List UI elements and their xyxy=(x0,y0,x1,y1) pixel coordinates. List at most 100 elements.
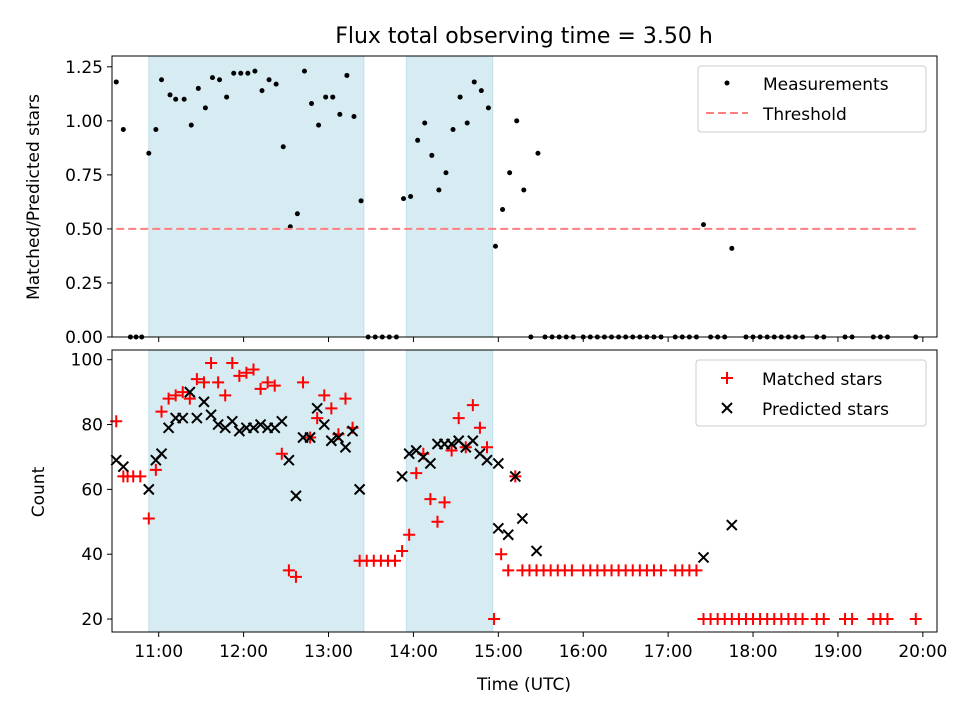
matched-star-point xyxy=(389,554,402,567)
predicted-star-point xyxy=(530,545,543,557)
y-tick-label: 1.00 xyxy=(65,112,103,132)
matched-star-point xyxy=(197,376,210,389)
axes-frame xyxy=(111,55,938,338)
matched-star-point xyxy=(438,496,451,509)
matched-star-point xyxy=(297,376,310,389)
matched-star-point xyxy=(219,389,232,402)
matched-star-point xyxy=(424,493,437,506)
measurement-point xyxy=(309,101,315,107)
legend-marker-measurements xyxy=(724,80,730,86)
measurement-point xyxy=(217,77,223,83)
predicted-star-point xyxy=(726,519,738,531)
measurement-point xyxy=(316,122,322,128)
y-tick-label: 0.50 xyxy=(65,220,103,240)
matched-star-point xyxy=(226,356,239,369)
y-axis-label: Count xyxy=(29,466,49,517)
y-axis-ticks: 20 40 60 80 100 xyxy=(71,351,112,630)
x-tick-label: 18:00 xyxy=(729,642,778,662)
measurement-point xyxy=(443,170,449,176)
legend-label-threshold: Threshold xyxy=(762,105,847,125)
y-axis-label: Matched/Predicted stars xyxy=(24,94,44,300)
measurement-point xyxy=(245,70,251,76)
y-tick-label: 0.00 xyxy=(65,328,103,348)
measurement-point xyxy=(153,126,159,132)
matched-star-point xyxy=(190,373,203,386)
measurement-point xyxy=(113,79,119,85)
matched-star-point xyxy=(325,402,338,415)
predicted-star-point xyxy=(283,454,295,466)
measurement-point xyxy=(535,150,541,156)
plot-area xyxy=(110,356,922,626)
observing-interval-shading xyxy=(148,55,494,338)
y-tick-label: 0.25 xyxy=(65,274,103,294)
matched-star-point xyxy=(233,369,246,382)
matched-star-point xyxy=(690,564,703,577)
matched-star-point xyxy=(240,366,253,379)
matched-star-point xyxy=(655,564,668,577)
predicted-star-point xyxy=(304,431,316,444)
measurement-point xyxy=(159,77,165,83)
matched-star-point xyxy=(396,544,409,557)
measurement-point xyxy=(485,105,491,111)
shaded-interval xyxy=(148,349,365,633)
predicted-star-point xyxy=(481,454,493,466)
predicted-star-point xyxy=(403,448,415,460)
matched-star-point xyxy=(473,421,486,434)
predicted-star-point xyxy=(254,418,267,431)
predicted-star-point xyxy=(162,422,175,434)
y-tick-label: 100 xyxy=(71,351,103,371)
measurement-point xyxy=(202,105,208,111)
predicted-star-point xyxy=(276,415,288,428)
matched-star-point xyxy=(282,564,295,577)
x-axis-label: Time (UTC) xyxy=(476,675,571,695)
shaded-interval xyxy=(405,55,494,338)
shaded-interval xyxy=(405,349,494,633)
matched-star-point xyxy=(268,379,281,392)
measurement-point xyxy=(492,243,498,249)
measurement-point xyxy=(429,152,435,158)
matched-star-point xyxy=(289,570,302,583)
measurement-point xyxy=(209,75,215,81)
y-tick-label: 0.75 xyxy=(65,166,103,186)
predicted-star-point xyxy=(233,425,246,437)
matched-star-point xyxy=(445,444,458,457)
measurement-point xyxy=(224,94,230,100)
x-tick-label: 20:00 xyxy=(898,642,947,662)
measurement-point xyxy=(259,88,265,94)
matched-star-point xyxy=(466,399,479,412)
predicted-star-point xyxy=(191,412,203,424)
x-tick-label: 11:00 xyxy=(134,642,183,662)
predicted-star-point xyxy=(509,470,522,483)
predicted-star-point xyxy=(516,512,529,525)
y-tick-label: 1.25 xyxy=(65,58,103,78)
measurement-point xyxy=(344,72,350,78)
matched-star-point xyxy=(846,613,859,626)
matched-star-point xyxy=(142,512,155,525)
y-tick-label: 60 xyxy=(81,480,103,500)
chart-title: Flux total observing time = 3.50 h xyxy=(335,24,713,49)
predicted-star-point xyxy=(290,490,302,502)
measurement-point xyxy=(294,211,300,217)
measurement-point xyxy=(120,126,126,132)
y-tick-label: 80 xyxy=(81,416,103,436)
predicted-star-point xyxy=(247,422,260,434)
x-tick-label: 13:00 xyxy=(304,642,353,662)
measurement-point xyxy=(401,196,407,202)
matched-star-point xyxy=(247,363,260,376)
x-tick-label: 15:00 xyxy=(474,642,523,662)
measurement-point xyxy=(358,198,364,204)
count-panel: 20 40 60 80 100 11:00 12:00 13:00 14:00 15:00 16:… xyxy=(29,349,947,695)
measurement-point xyxy=(701,222,707,228)
predicted-star-point xyxy=(226,415,238,428)
matched-star-point xyxy=(481,441,493,454)
matched-star-point xyxy=(134,470,147,483)
measurement-point xyxy=(351,114,357,120)
matched-star-point xyxy=(261,376,274,389)
measurement-point xyxy=(146,150,152,156)
measurement-point xyxy=(167,92,173,98)
measurement-point xyxy=(337,111,343,117)
measurement-point xyxy=(500,206,506,212)
legend-label-predicted: Predicted stars xyxy=(762,400,889,420)
measurement-point xyxy=(457,94,463,100)
